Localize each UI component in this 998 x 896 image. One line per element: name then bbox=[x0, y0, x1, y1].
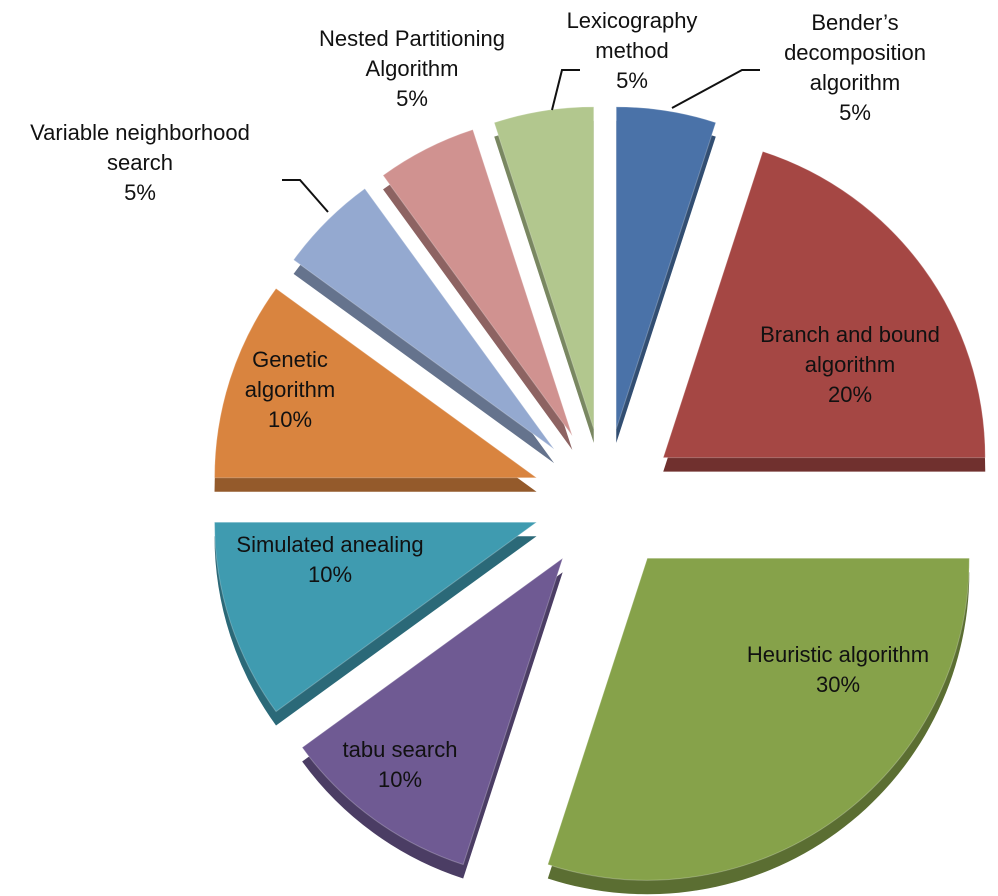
value-label: 10% bbox=[267, 407, 313, 432]
slice-label: Branch and bound algorithm 20% bbox=[725, 320, 975, 410]
slices bbox=[214, 106, 986, 895]
category-label: tabu search bbox=[342, 737, 458, 762]
slice bbox=[292, 187, 555, 450]
value-label: 10% bbox=[307, 562, 353, 587]
slice bbox=[382, 128, 573, 437]
category-label: Simulated anealing bbox=[236, 532, 424, 557]
slice bbox=[547, 557, 970, 881]
slice-label: Heuristic algorithm 30% bbox=[698, 640, 978, 700]
category-label: Variable neighborhood search bbox=[30, 120, 250, 175]
leader-line bbox=[551, 69, 580, 111]
value-label: 5% bbox=[616, 68, 648, 93]
slice-label: Variable neighborhood search 5% bbox=[0, 118, 285, 208]
slice-label: Nested Partitioning Algorithm 5% bbox=[282, 24, 542, 114]
value-label: 30% bbox=[815, 672, 861, 697]
value-label: 10% bbox=[377, 767, 423, 792]
slice-label: tabu search 10% bbox=[300, 735, 500, 795]
slice bbox=[214, 521, 539, 713]
leader-line bbox=[671, 69, 760, 109]
value-label: 5% bbox=[396, 86, 428, 111]
value-label: 5% bbox=[839, 100, 871, 125]
category-label: Genetic algorithm bbox=[244, 347, 336, 402]
category-label: Heuristic algorithm bbox=[746, 642, 930, 667]
slice-label: Lexicography method 5% bbox=[537, 6, 727, 96]
slice bbox=[662, 150, 986, 459]
slice bbox=[493, 106, 595, 430]
category-label: Branch and bound algorithm bbox=[760, 322, 940, 377]
slice bbox=[615, 106, 717, 430]
category-label: Bender’s decomposition algorithm bbox=[784, 10, 926, 95]
slice bbox=[214, 287, 539, 479]
slice-label: Bender’s decomposition algorithm 5% bbox=[755, 8, 955, 128]
category-label: Nested Partitioning Algorithm bbox=[319, 26, 505, 81]
slice bbox=[301, 556, 564, 866]
category-label: Lexicography method bbox=[566, 8, 698, 63]
slice-label: Simulated anealing 10% bbox=[195, 530, 465, 590]
value-label: 20% bbox=[827, 382, 873, 407]
value-label: 5% bbox=[124, 180, 156, 205]
slice-label: Genetic algorithm 10% bbox=[215, 345, 365, 435]
leader-line bbox=[282, 179, 329, 213]
